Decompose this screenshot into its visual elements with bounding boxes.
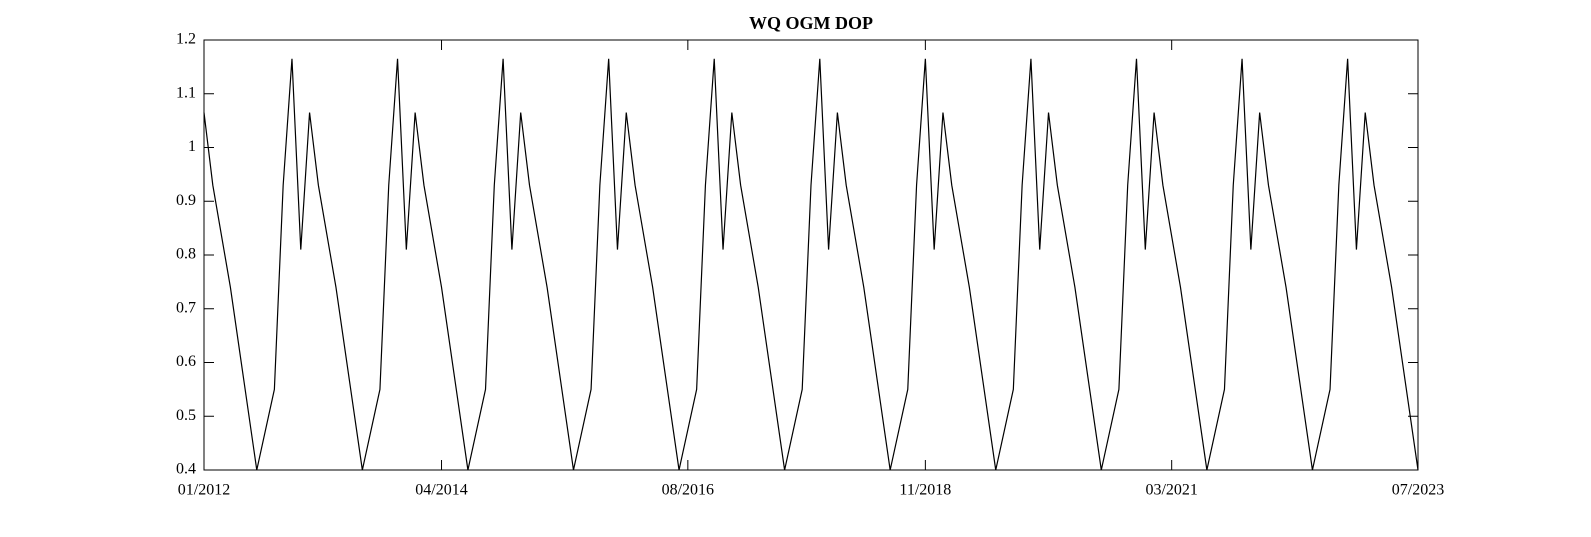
x-tick-label: 01/2012 bbox=[178, 482, 230, 499]
y-tick-label: 0.8 bbox=[176, 246, 196, 263]
y-tick-label: 0.5 bbox=[176, 407, 196, 424]
data-line bbox=[203, 58, 1419, 471]
x-tick-label: 11/2018 bbox=[899, 482, 951, 499]
y-tick-label: 1 bbox=[188, 138, 196, 155]
y-tick-label: 0.7 bbox=[176, 299, 196, 316]
x-tick-label: 03/2021 bbox=[1145, 482, 1197, 499]
x-tick-label: 07/2023 bbox=[1392, 482, 1444, 499]
y-tick-label: 1.1 bbox=[176, 84, 196, 101]
y-tick-label: 0.6 bbox=[176, 353, 196, 370]
x-tick-label: 04/2014 bbox=[415, 482, 467, 499]
y-tick-label: 1.2 bbox=[176, 31, 196, 48]
x-tick-label: 08/2016 bbox=[662, 482, 714, 499]
y-tick-label: 0.4 bbox=[176, 461, 196, 478]
y-tick-label: 0.9 bbox=[176, 192, 196, 209]
chart-title: WQ OGM DOP bbox=[749, 13, 873, 33]
